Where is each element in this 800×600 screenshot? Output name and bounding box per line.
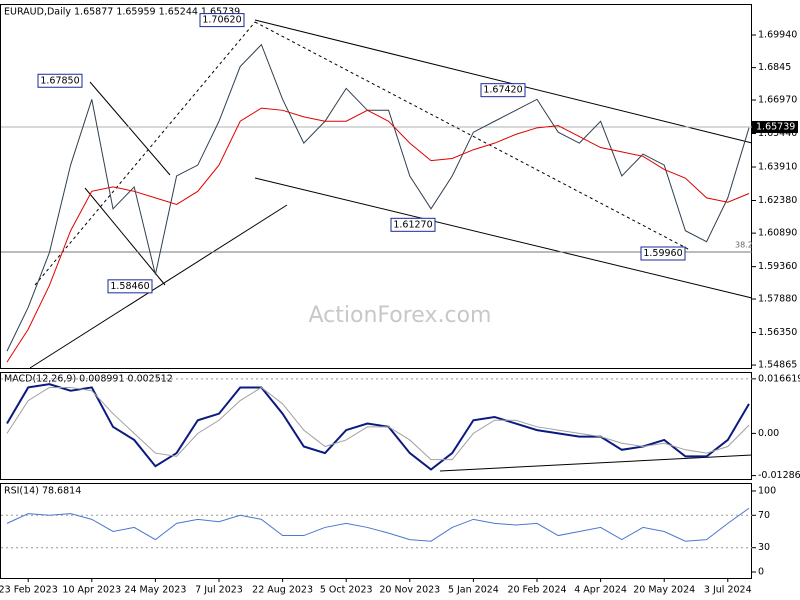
y-tick-label: 0.016619 bbox=[758, 373, 800, 384]
channel-top bbox=[254, 19, 753, 144]
x-tick-label: 22 Aug 2023 bbox=[252, 585, 313, 596]
price-panel bbox=[0, 4, 752, 369]
last-price-box bbox=[752, 120, 798, 133]
price-annotation-box bbox=[390, 217, 436, 232]
wedge-line bbox=[84, 187, 166, 286]
x-tick-label: 4 Apr 2024 bbox=[574, 585, 627, 596]
y-tick-label: 70 bbox=[758, 510, 770, 521]
x-tick-label: 3 Jul 2024 bbox=[704, 585, 752, 596]
price-annotation-box bbox=[107, 279, 153, 294]
x-tick-label: 5 Jan 2024 bbox=[448, 585, 499, 596]
x-tick-label: 20 Feb 2024 bbox=[507, 585, 566, 596]
y-tick-label: 1.59360 bbox=[758, 261, 797, 272]
dashed-line bbox=[34, 21, 256, 286]
trend-lines bbox=[29, 19, 753, 472]
macd-title: MACD(12,26,9) 0.008991 0.002512 bbox=[4, 374, 173, 385]
x-tick-label: 24 May 2023 bbox=[124, 585, 186, 596]
series-line bbox=[6, 383, 750, 471]
price-annotation-box bbox=[640, 246, 686, 261]
y-tick-label: 1.63910 bbox=[758, 162, 797, 173]
y-tick-label: 1.56350 bbox=[758, 327, 797, 338]
series-line bbox=[6, 107, 750, 363]
support-line bbox=[29, 204, 288, 369]
y-tick-label: 1.69940 bbox=[758, 29, 797, 40]
macd-trend-line bbox=[439, 454, 753, 472]
y-tick-label: -0.012864 bbox=[758, 470, 800, 481]
price-title: EURAUD,Daily 1.65877 1.65959 1.65244 1.6… bbox=[4, 7, 240, 18]
y-tick-label: 1.66970 bbox=[758, 95, 797, 106]
y-tick-label: 0.00 bbox=[758, 428, 779, 439]
x-tick-label: 20 May 2024 bbox=[633, 585, 695, 596]
y-tick-label: 1.54865 bbox=[758, 360, 797, 371]
rsi-title: RSI(14) 78.6814 bbox=[4, 486, 81, 497]
series-line bbox=[6, 507, 750, 542]
y-tick-label: 1.65440 bbox=[758, 128, 797, 139]
price-annotation-box bbox=[480, 83, 526, 98]
x-tick-label: 23 Feb 2023 bbox=[0, 585, 58, 596]
last-price-label: 1.65739 bbox=[756, 121, 795, 132]
y-tick-label: 30 bbox=[758, 542, 770, 553]
y-tick-label: 100 bbox=[758, 485, 776, 496]
price-annotation-box bbox=[199, 13, 245, 28]
y-tick-label: 1.62380 bbox=[758, 195, 797, 206]
x-tick-label: 7 Jul 2023 bbox=[195, 585, 243, 596]
series-line bbox=[6, 386, 750, 461]
y-tick-label: 1.60890 bbox=[758, 228, 797, 239]
price-annotation: 1.59960 bbox=[643, 248, 682, 259]
dashed-line bbox=[254, 21, 691, 251]
x-tick-label: 10 Apr 2023 bbox=[62, 585, 121, 596]
rsi-panel bbox=[0, 483, 752, 579]
y-tick-label: 0 bbox=[758, 567, 764, 578]
fib-label: 38.2 bbox=[735, 240, 753, 249]
y-tick-label: 1.57880 bbox=[758, 294, 797, 305]
price-annotation-box bbox=[37, 73, 83, 88]
channel-bottom bbox=[254, 177, 753, 299]
macd-panel bbox=[0, 372, 752, 480]
x-tick-label: 5 Oct 2023 bbox=[320, 585, 373, 596]
price-annotation: 1.67420 bbox=[483, 85, 522, 96]
price-annotation: 1.70620 bbox=[202, 15, 241, 26]
price-annotation: 1.58460 bbox=[110, 281, 149, 292]
wedge-line bbox=[89, 81, 171, 176]
y-tick-label: 1.6845 bbox=[758, 62, 791, 73]
x-tick-label: 20 Nov 2023 bbox=[379, 585, 440, 596]
watermark: ActionForex.com bbox=[309, 303, 492, 328]
price-annotation: 1.67850 bbox=[40, 75, 79, 86]
price-annotation: 1.61270 bbox=[393, 219, 432, 230]
